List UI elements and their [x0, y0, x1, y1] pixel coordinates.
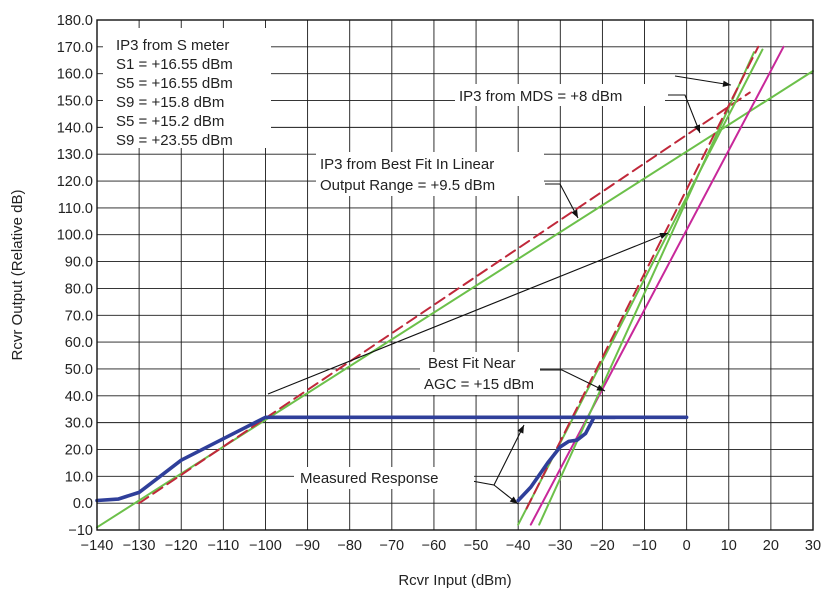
annotation-mds-bg: [455, 84, 665, 106]
callout-mds-lower: [668, 94, 701, 134]
x-tick-label: −130: [123, 538, 156, 554]
series-line-red-dashed-slope3: [525, 45, 760, 510]
y-tick-label: 20.0: [65, 442, 93, 458]
callout-layer: [267, 75, 732, 505]
y-tick-label: 10.0: [65, 469, 93, 485]
y-tick-label: 40.0: [65, 389, 93, 405]
y-tick-label: 0.0: [73, 496, 93, 512]
callout-measured-lower-arrowhead: [509, 496, 518, 504]
annotation-best-fit-linear-line1: IP3 from Best Fit In Linear: [320, 156, 494, 173]
y-tick-label: 30.0: [65, 416, 93, 432]
y-tick-label: 110.0: [58, 201, 93, 217]
infobox-line-s5b: S5 = +15.2 dBm: [116, 113, 224, 130]
x-tick-label: −40: [506, 538, 531, 554]
y-tick-label: 130.0: [57, 147, 93, 163]
callout-linear-range-arrowhead: [659, 233, 668, 239]
annotation-best-fit-agc-bg: [420, 352, 540, 395]
y-tick-label: −10: [68, 523, 93, 539]
y-tick-label: 170.0: [57, 40, 93, 56]
annotation-best-fit-agc-line1: Best Fit Near: [428, 355, 516, 372]
x-axis-label: Rcvr Input (dBm): [398, 572, 511, 589]
series-line-red-dashed-slope1: [138, 91, 751, 505]
x-tick-label: −90: [295, 538, 320, 554]
x-tick-label: −120: [165, 538, 198, 554]
callout-measured-upper-arrowhead: [517, 425, 524, 434]
y-tick-label: 50.0: [65, 362, 93, 378]
series-line-green-slope3b: [538, 51, 755, 526]
x-tick-label: −140: [81, 538, 114, 554]
y-tick-label: 80.0: [65, 281, 93, 297]
callout-best-fit-agc-arrowhead: [596, 384, 605, 391]
x-tick-label: −100: [249, 538, 282, 554]
callout-linear-range: [267, 232, 669, 395]
infobox-line-title: IP3 from S meter: [116, 37, 229, 54]
y-tick-label: 150.0: [57, 94, 93, 110]
annotation-measured-response-text: Measured Response: [300, 470, 438, 487]
annotation-best-fit-agc: Best Fit Near AGC = +15 dBm: [420, 352, 540, 395]
x-tick-label: −20: [590, 538, 615, 554]
ip3-s-meter-box: IP3 from S meter S1 = +16.55 dBm S5 = +1…: [103, 28, 271, 149]
infobox-line-s9b: S9 = +23.55 dBm: [116, 132, 233, 149]
infobox-line-s5: S5 = +16.55 dBm: [116, 75, 233, 92]
series-line-measured-right: [516, 415, 689, 503]
annotation-measured-response-bg: [294, 467, 474, 489]
x-tick-label: −10: [632, 538, 657, 554]
y-tick-label: 180.0: [57, 13, 93, 29]
x-tick-label: −80: [337, 538, 362, 554]
x-tick-label: −50: [464, 538, 489, 554]
series-layer: [95, 45, 814, 529]
x-tick-label: 0: [683, 538, 691, 554]
x-tick-labels: −140 −130 −120 −110 −100 −90 −80 −70 −60 −50 −40 −3…: [81, 538, 821, 554]
y-tick-label: 100.0: [57, 228, 93, 244]
callout-best-fit-linear: [545, 183, 579, 219]
x-tick-label: 30: [805, 538, 821, 554]
x-tick-label: 10: [721, 538, 737, 554]
plot-frame: [96, 19, 814, 531]
y-tick-label: 60.0: [65, 335, 93, 351]
annotation-mds: IP3 from MDS = +8 dBm: [455, 84, 665, 106]
annotation-best-fit-agc-line2: AGC = +15 dBm: [424, 376, 534, 393]
callout-best-fit-linear-arrowhead: [571, 209, 578, 218]
y-tick-label: 140.0: [57, 120, 93, 136]
y-tick-label: 160.0: [57, 67, 93, 83]
infobox-line-s9: S9 = +15.8 dBm: [116, 94, 224, 111]
y-axis-label: Rcvr Output (Relative dB): [9, 190, 26, 361]
x-tick-label: 20: [763, 538, 779, 554]
x-tick-label: −110: [208, 538, 240, 554]
x-tick-label: −70: [380, 538, 405, 554]
y-tick-label: 120.0: [57, 174, 93, 190]
y-tick-labels: −10 0.0 10.0 20.0 30.0 40.0 50.0 60.0 70.0 80.0 90…: [57, 13, 93, 539]
callout-mds-lower-arrowhead: [694, 124, 700, 133]
callout-best-fit-agc: [540, 369, 606, 392]
callout-mds-upper-arrowhead: [722, 80, 731, 87]
y-tick-label: 90.0: [65, 255, 93, 271]
ip3-s-meter-box-bg: [103, 28, 271, 148]
annotation-measured-response: Measured Response: [294, 467, 474, 489]
x-tick-label: −60: [422, 538, 447, 554]
callout-mds-upper: [674, 75, 732, 86]
series-line-measured-left: [95, 415, 617, 503]
annotation-best-fit-linear: IP3 from Best Fit In Linear Output Range…: [316, 152, 544, 196]
y-tick-label: 70.0: [65, 308, 93, 324]
series-line-magenta-slope3: [529, 45, 785, 526]
annotation-mds-text: IP3 from MDS = +8 dBm: [459, 88, 622, 105]
annotation-best-fit-linear-bg: [316, 152, 544, 196]
annotation-best-fit-linear-line2: Output Range = +9.5 dBm: [320, 177, 495, 194]
x-tick-label: −30: [548, 538, 573, 554]
infobox-line-s1: S1 = +16.55 dBm: [116, 56, 233, 73]
